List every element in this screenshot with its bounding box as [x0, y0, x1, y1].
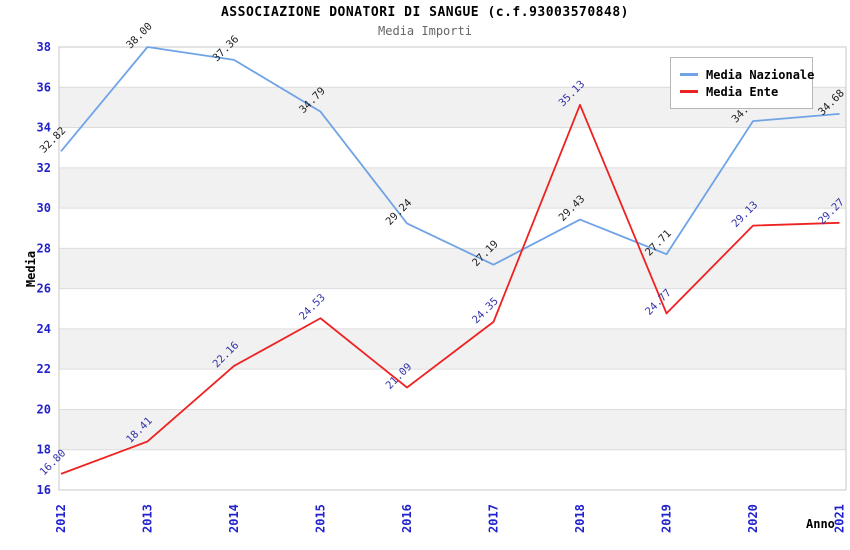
y-tick-label: 30: [37, 201, 51, 215]
y-tick-label: 16: [37, 483, 51, 497]
plot-band: [59, 167, 846, 209]
x-tick-label: 2017: [487, 504, 501, 533]
plot-band: [59, 208, 846, 249]
x-tick-label: 2012: [54, 504, 68, 533]
y-tick-label: 18: [37, 443, 51, 457]
y-tick-label: 22: [37, 362, 51, 376]
plot-band: [59, 288, 846, 329]
x-tick-label: 2015: [314, 504, 328, 533]
y-tick-label: 28: [37, 241, 51, 255]
plot-border: [58, 46, 847, 491]
x-tick-label: 2013: [141, 504, 155, 533]
x-tick-label: 2020: [746, 504, 760, 533]
chart-subtitle: Media Importi: [378, 24, 472, 38]
y-tick-label: 26: [37, 282, 51, 296]
y-tick-label: 36: [37, 80, 51, 94]
x-tick-label: 2019: [660, 504, 674, 533]
series-line-media-ente: [60, 103, 840, 475]
y-tick-label: 24: [37, 322, 51, 336]
x-tick-label: 2021: [833, 504, 847, 533]
y-tick-label: 20: [37, 402, 51, 416]
x-tick-label: 2014: [227, 504, 241, 533]
y-tick-label: 32: [37, 161, 51, 175]
plot-band: [59, 248, 846, 289]
x-tick-label: 2018: [573, 504, 587, 533]
plot-band: [59, 328, 846, 370]
media-nazionale-line-swatch-icon: [680, 73, 698, 76]
chart-title: ASSOCIAZIONE DONATORI DI SANGUE (c.f.930…: [220, 5, 629, 20]
y-tick-label: 38: [37, 40, 51, 54]
x-tick-label: 2016: [400, 504, 414, 533]
legend-label: Media Ente: [706, 84, 779, 99]
plot-band: [59, 127, 846, 168]
y-tick-label: 34: [37, 121, 51, 135]
legend-label: Media Nazionale: [706, 67, 815, 82]
chart-legend: Media Nazionale Media Ente: [670, 57, 814, 109]
legend-item-media-nazionale: Media Nazionale: [680, 67, 814, 82]
plot-band: [59, 449, 846, 490]
y-axis-title: Media: [24, 250, 38, 288]
plot-band: [59, 409, 846, 450]
series-line-media-nazionale: [60, 46, 840, 266]
legend-item-media-ente: Media Ente: [680, 84, 803, 99]
media-ente-line-swatch-icon: [680, 90, 698, 93]
plot-band: [59, 369, 846, 410]
x-axis-title: Anno: [806, 517, 835, 531]
